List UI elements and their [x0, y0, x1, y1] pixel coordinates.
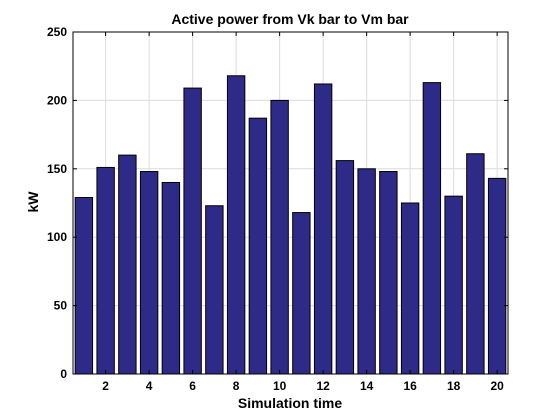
bar-13 [335, 160, 355, 374]
x-tick-label: 18 [447, 379, 461, 393]
grid-lines [73, 31, 508, 375]
x-tick-label: 16 [403, 379, 417, 393]
bar-17 [422, 82, 442, 374]
y-tick-label: 50 [54, 299, 68, 313]
y-tick-label: 150 [47, 162, 67, 176]
bar-20 [487, 177, 507, 374]
y-tick-label: 200 [47, 93, 67, 107]
y-tick-label: 0 [60, 367, 67, 381]
bar-8 [226, 75, 246, 374]
bar-7 [205, 205, 224, 374]
x-tick-label: 10 [273, 379, 287, 393]
plot-frame [72, 31, 509, 375]
chart-title: Active power from Vk bar to Vm bar [171, 11, 409, 27]
x-tick-label: 4 [146, 379, 153, 393]
bar-16 [400, 202, 420, 374]
bar-2 [96, 166, 115, 374]
bar-12 [313, 83, 333, 374]
x-tick-label: 8 [233, 379, 240, 393]
bar-1 [74, 197, 94, 374]
bar-3 [118, 154, 137, 374]
x-tick-label: 14 [360, 379, 374, 393]
x-axis-label: Simulation time [238, 395, 342, 411]
bar-9 [248, 117, 268, 374]
x-tick-label: 12 [316, 379, 330, 393]
bars [74, 75, 507, 374]
bar-11 [292, 212, 311, 374]
bar-14 [357, 168, 376, 374]
x-tick-label: 6 [189, 379, 196, 393]
x-tick-label: 20 [490, 379, 504, 393]
bar-10 [270, 99, 289, 374]
y-tick-label: 250 [47, 25, 67, 39]
bar-4 [139, 171, 159, 374]
bar-19 [466, 153, 485, 374]
bar-5 [161, 181, 181, 374]
bar-18 [444, 195, 463, 374]
bar-6 [183, 87, 202, 374]
bar-15 [379, 171, 398, 374]
y-axis-label: kW [25, 191, 41, 213]
x-tick-label: 2 [102, 379, 109, 393]
y-tick-label: 100 [47, 230, 67, 244]
